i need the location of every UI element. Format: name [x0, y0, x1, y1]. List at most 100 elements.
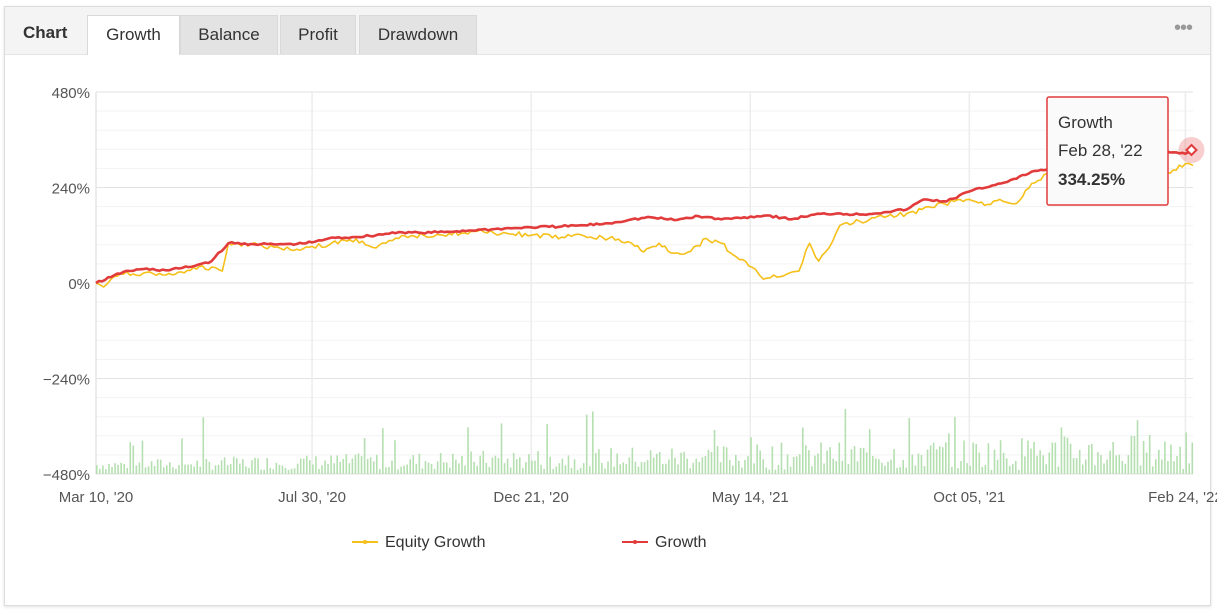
volume-bar [878, 459, 880, 474]
volume-bar [111, 467, 113, 474]
volume-bar [768, 469, 771, 474]
volume-bar [865, 452, 868, 474]
tab-growth[interactable]: Growth [87, 15, 180, 55]
volume-bar [941, 447, 944, 474]
volume-bar [1097, 452, 1099, 474]
volume-bar [957, 468, 959, 474]
more-options-icon[interactable]: ••• [1173, 17, 1193, 39]
volume-bar [1173, 461, 1175, 474]
volume-bar [144, 467, 147, 474]
volume-bar [205, 458, 208, 474]
volume-bar [342, 458, 345, 474]
volume-bar [561, 458, 564, 474]
volume-bar [491, 457, 494, 474]
volume-bar [820, 442, 822, 474]
volume-bar [397, 469, 399, 474]
volume-bar [1118, 454, 1121, 474]
volume-bar [135, 465, 138, 474]
tab-drawdown[interactable]: Drawdown [359, 15, 477, 54]
volume-bar [336, 455, 338, 474]
volume-bar [643, 462, 646, 474]
volume-bar [902, 459, 904, 474]
volume-bar [385, 467, 387, 474]
volume-bar [631, 447, 634, 474]
volume-bar [467, 427, 469, 474]
volume-bar [881, 462, 883, 474]
volume-bar [1158, 449, 1160, 474]
volume-bar [935, 449, 938, 474]
volume-bar [783, 469, 786, 474]
volume-bar [926, 449, 929, 474]
volume-bar [948, 433, 950, 474]
volume-bar [546, 424, 548, 474]
volume-bar [108, 463, 110, 474]
volume-bar [1045, 464, 1048, 474]
volume-bar [299, 458, 302, 474]
volume-bar [893, 449, 895, 474]
volume-bar [528, 454, 530, 474]
volume-bar [911, 454, 914, 474]
volume-bar [345, 454, 348, 474]
volume-bar [753, 463, 755, 474]
legend-label-growth: Growth [655, 534, 707, 551]
volume-bar [640, 462, 643, 474]
volume-bar [1121, 460, 1124, 474]
volume-bar [129, 442, 132, 474]
volume-bar [963, 440, 965, 474]
volume-bar [841, 460, 844, 474]
volume-bar [105, 469, 107, 474]
volume-bar [981, 466, 984, 474]
volume-bar [537, 451, 539, 474]
volume-bar [607, 461, 609, 474]
volume-bar [202, 417, 205, 474]
volume-bar [114, 463, 116, 474]
volume-bar [229, 464, 232, 474]
volume-bar [944, 442, 947, 474]
volume-bar [339, 461, 342, 474]
volume-bar [281, 465, 284, 474]
legend-item-equity-growth[interactable]: Equity Growth [352, 534, 485, 551]
legend-item-growth[interactable]: Growth [622, 534, 707, 551]
volume-bar [522, 468, 524, 474]
tab-balance[interactable]: Balance [180, 15, 278, 54]
tab-profit[interactable]: Profit [280, 15, 356, 54]
volume-bar [780, 442, 783, 474]
volume-bar [801, 427, 804, 474]
volume-bar [284, 467, 287, 474]
volume-bar [884, 465, 886, 474]
volume-bar [305, 455, 308, 474]
volume-bar [1005, 458, 1008, 474]
volume-bar [725, 447, 728, 474]
volume-bar [448, 467, 451, 474]
volume-bar [817, 453, 819, 474]
x-tick-label: Dec 21, '20 [493, 489, 568, 506]
volume-bar [452, 453, 454, 474]
volume-bar [1191, 442, 1194, 474]
chart-grid [95, 91, 1193, 475]
volume-bar [658, 451, 661, 474]
volume-bar [199, 466, 202, 474]
volume-bar [427, 462, 430, 474]
volume-bar [844, 409, 847, 474]
volume-bar [814, 455, 816, 474]
volume-bar [1063, 436, 1066, 474]
volume-bar [1170, 444, 1172, 474]
volume-bar [1167, 461, 1169, 474]
volume-bar [914, 465, 917, 474]
volume-bar [549, 456, 552, 474]
legend-label-equity-growth: Equity Growth [385, 534, 485, 551]
volume-bar [731, 465, 734, 474]
volume-bar [637, 466, 640, 474]
volume-bar [363, 438, 366, 474]
volume-bar [190, 464, 192, 474]
volume-bar [141, 440, 144, 474]
volume-bar [756, 444, 758, 474]
volume-bar [680, 452, 682, 474]
volume-bar [476, 465, 478, 474]
volume-bar [750, 437, 752, 474]
volume-bar [211, 469, 214, 474]
volume-bar [890, 459, 892, 474]
volume-bar [887, 461, 889, 474]
volume-bar [309, 460, 311, 474]
volume-bar [905, 467, 908, 474]
